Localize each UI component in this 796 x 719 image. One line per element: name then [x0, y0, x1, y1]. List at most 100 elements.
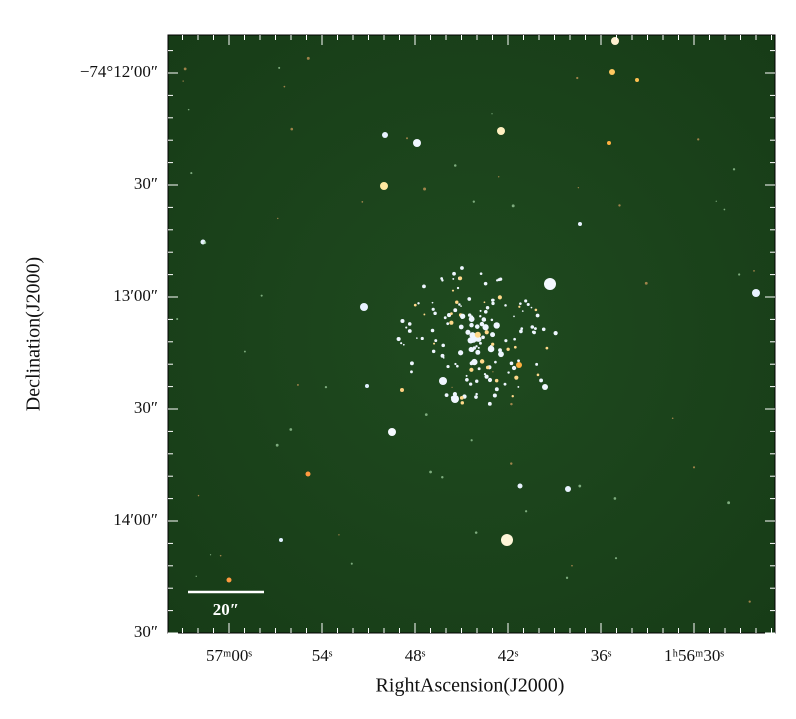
cluster-star [483, 281, 488, 286]
field-star [190, 172, 193, 175]
stars [176, 37, 760, 603]
field-star [219, 554, 222, 557]
field-star [510, 402, 513, 406]
field-star [182, 80, 184, 82]
field-star [453, 164, 457, 167]
cluster-star [530, 306, 533, 309]
cluster-star [459, 395, 464, 400]
field-star [424, 413, 428, 416]
ticks [168, 35, 775, 634]
field-star [203, 241, 207, 245]
field-star [470, 439, 473, 442]
cluster-star [503, 382, 507, 386]
cluster-star [509, 361, 514, 366]
star [516, 362, 522, 368]
star [497, 127, 505, 135]
field-star [727, 501, 731, 505]
cluster-star [465, 329, 471, 335]
y-tick-label: 14′00″ [113, 510, 158, 529]
field-star [618, 204, 621, 207]
field-star [753, 270, 755, 272]
field-star [278, 66, 281, 69]
cluster-star [545, 346, 549, 350]
cluster-star [400, 318, 405, 324]
cluster-star [487, 401, 492, 406]
cluster-star [530, 325, 535, 329]
cluster-star [467, 297, 472, 301]
cluster-star [413, 303, 417, 307]
cluster-star [431, 301, 434, 304]
field-star [577, 187, 580, 189]
field-star [723, 208, 726, 211]
cluster-star [475, 392, 478, 396]
cluster-star [491, 301, 495, 306]
cluster-star [433, 342, 436, 345]
cluster-star [477, 367, 481, 371]
star [305, 471, 311, 477]
star [517, 483, 523, 489]
cluster-star [469, 367, 474, 372]
cluster-star [479, 309, 482, 312]
cluster-star [446, 364, 450, 369]
cluster-star [477, 346, 480, 349]
field-star [671, 417, 674, 420]
cluster-star [441, 354, 444, 356]
field-star [176, 317, 179, 321]
cluster-star [479, 315, 482, 318]
x-tick-label: 54ˢ [312, 646, 333, 665]
cluster-star [497, 295, 502, 300]
x-tick-label: 42ˢ [498, 646, 519, 665]
cluster-star [491, 298, 495, 302]
cluster-star [441, 343, 445, 348]
cluster-star [458, 350, 464, 356]
field-star [697, 138, 700, 141]
cluster-star [405, 326, 408, 329]
cluster-star [526, 302, 530, 307]
cluster-star [458, 276, 463, 281]
cluster-star [458, 303, 461, 306]
cluster-star [494, 387, 499, 392]
field-star [423, 187, 427, 191]
field-star [296, 383, 299, 386]
cluster-star [407, 329, 412, 333]
field-star [324, 385, 328, 389]
field-star [289, 428, 293, 431]
tick-labels: −74°12′00″ 30″ 13′00″ 30″ 14′00″ 30″ 57ᵐ00ˢ 54ˢ… [80, 62, 725, 665]
field-star [510, 462, 513, 465]
cluster-star [465, 377, 469, 382]
cluster-star [409, 361, 414, 366]
cluster-star [486, 376, 489, 379]
field-star [209, 554, 212, 556]
star [439, 377, 447, 385]
cluster-star [474, 324, 480, 329]
field-star [429, 470, 432, 474]
field-star [350, 562, 353, 565]
field-star [571, 564, 573, 567]
x-tick-label: 57ᵐ00ˢ [206, 646, 252, 665]
star [365, 384, 369, 388]
cluster-star [443, 316, 447, 320]
y-tick-label: 13′00″ [113, 286, 158, 305]
y-tick-label: 30″ [134, 174, 158, 193]
cluster-star [474, 395, 478, 399]
cluster-star [400, 342, 403, 345]
cluster-star [468, 382, 473, 386]
cluster-star [460, 305, 462, 307]
cluster-star [446, 322, 450, 326]
star [400, 388, 404, 392]
star [565, 486, 571, 492]
field-star [511, 204, 515, 208]
cluster-star [513, 345, 517, 349]
star [382, 132, 388, 138]
cluster-star [539, 378, 544, 383]
cluster-star [485, 305, 490, 310]
cluster-star [504, 339, 508, 343]
cluster-star [504, 304, 507, 307]
cluster-star [521, 310, 524, 312]
cluster-star [535, 313, 540, 318]
cluster-star [494, 378, 499, 383]
cluster-star [483, 372, 487, 376]
field-star [451, 386, 453, 389]
star [380, 182, 388, 190]
